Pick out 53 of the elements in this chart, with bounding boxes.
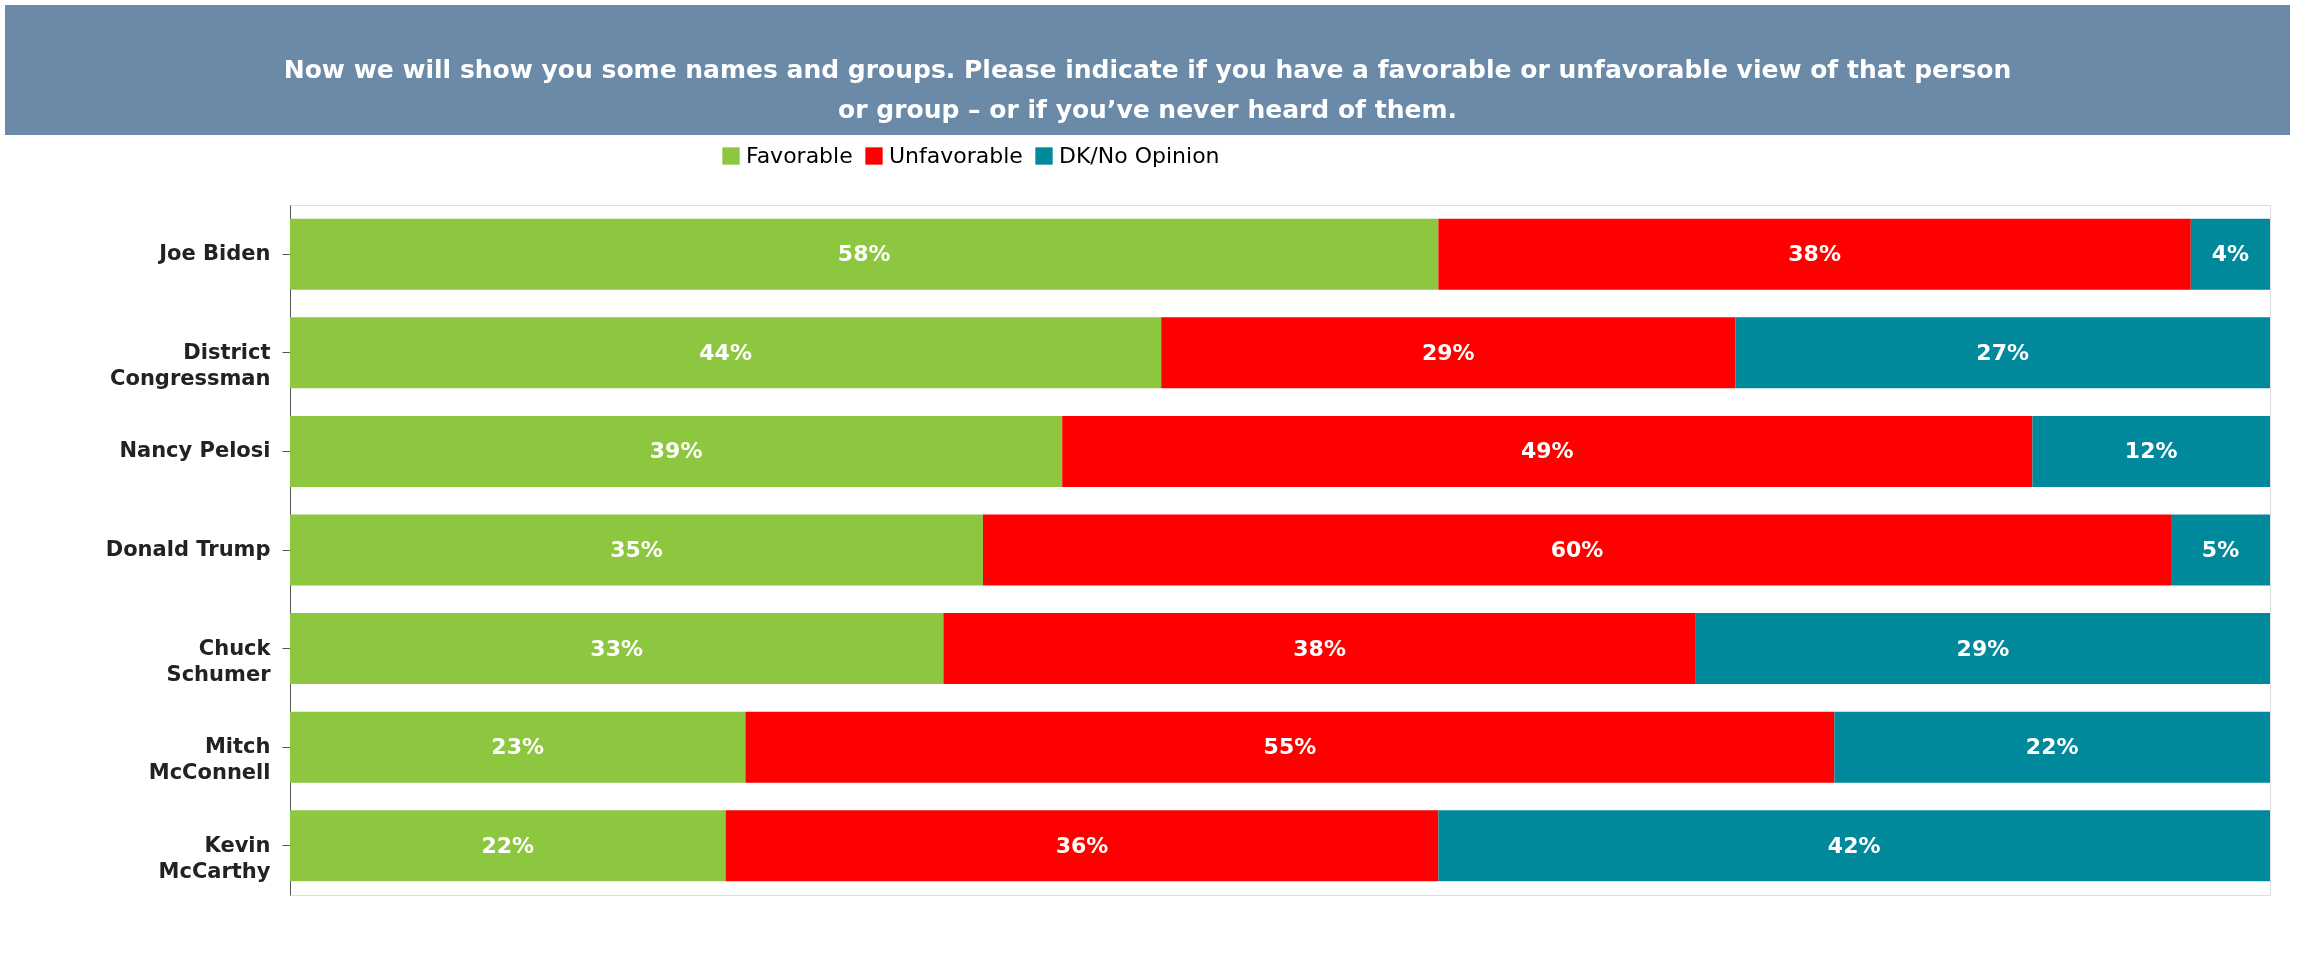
data-label: 29% [1421, 339, 1475, 365]
data-label: 5% [2201, 537, 2240, 562]
bar [290, 810, 726, 882]
y-tick-label: Kevin McCarthy [158, 832, 271, 883]
bar [1062, 415, 2033, 487]
data-label: 23% [491, 734, 545, 760]
data-label: 35% [610, 537, 663, 562]
legend-label: Favorable [746, 143, 853, 168]
data-label: 44% [699, 339, 752, 365]
bar [290, 711, 746, 783]
data-label: 36% [1055, 832, 1109, 858]
y-tick-label: Joe Biden [157, 241, 271, 266]
y-tick-label: District Congressman [110, 339, 271, 390]
legend-label: Unfavorable [889, 143, 1023, 168]
legend-label: DK/No Opinion [1059, 143, 1220, 168]
y-tick-label: Mitch McConnell [148, 734, 271, 785]
bar [2171, 514, 2270, 586]
bar [2190, 218, 2270, 290]
bar [943, 613, 1696, 685]
bar [1695, 613, 2270, 685]
data-label: 4% [2211, 241, 2250, 267]
bar [290, 415, 1063, 487]
bar [290, 613, 944, 685]
data-label: 29% [1956, 635, 2010, 661]
data-label: 42% [1827, 832, 1881, 858]
data-label: 38% [1293, 635, 1346, 661]
data-label: 60% [1550, 537, 1604, 562]
bar [1438, 218, 2191, 290]
bar [1735, 317, 2270, 389]
data-label: 22% [2025, 734, 2079, 760]
data-label: 58% [837, 241, 891, 267]
bar [745, 711, 1835, 783]
bar [983, 514, 2171, 586]
bar [1438, 810, 2270, 882]
bar [2032, 415, 2270, 487]
bar [290, 317, 1162, 389]
data-label: 38% [1788, 241, 1841, 267]
bar [1161, 317, 1736, 389]
bar [1834, 711, 2270, 783]
data-label: 55% [1263, 734, 1317, 760]
bar [725, 810, 1439, 882]
data-label: 33% [590, 635, 644, 661]
data-label: 49% [1520, 438, 1574, 464]
data-label: 12% [2124, 438, 2178, 464]
data-label: 22% [481, 832, 535, 858]
y-tick-label: Chuck Schumer [166, 635, 272, 686]
chart-title: Now we will show you some names and groups. Please indicate if you have a favorable or unfavorable view of that person or group – or if you’ve never heard of them. [283, 55, 2012, 124]
bar [290, 514, 983, 586]
data-label: 27% [1976, 339, 2030, 365]
y-tick-label: Donald Trump [105, 537, 271, 561]
bar [290, 218, 1439, 290]
data-label: 39% [649, 438, 703, 464]
y-tick-label: Nancy Pelosi [119, 438, 271, 463]
